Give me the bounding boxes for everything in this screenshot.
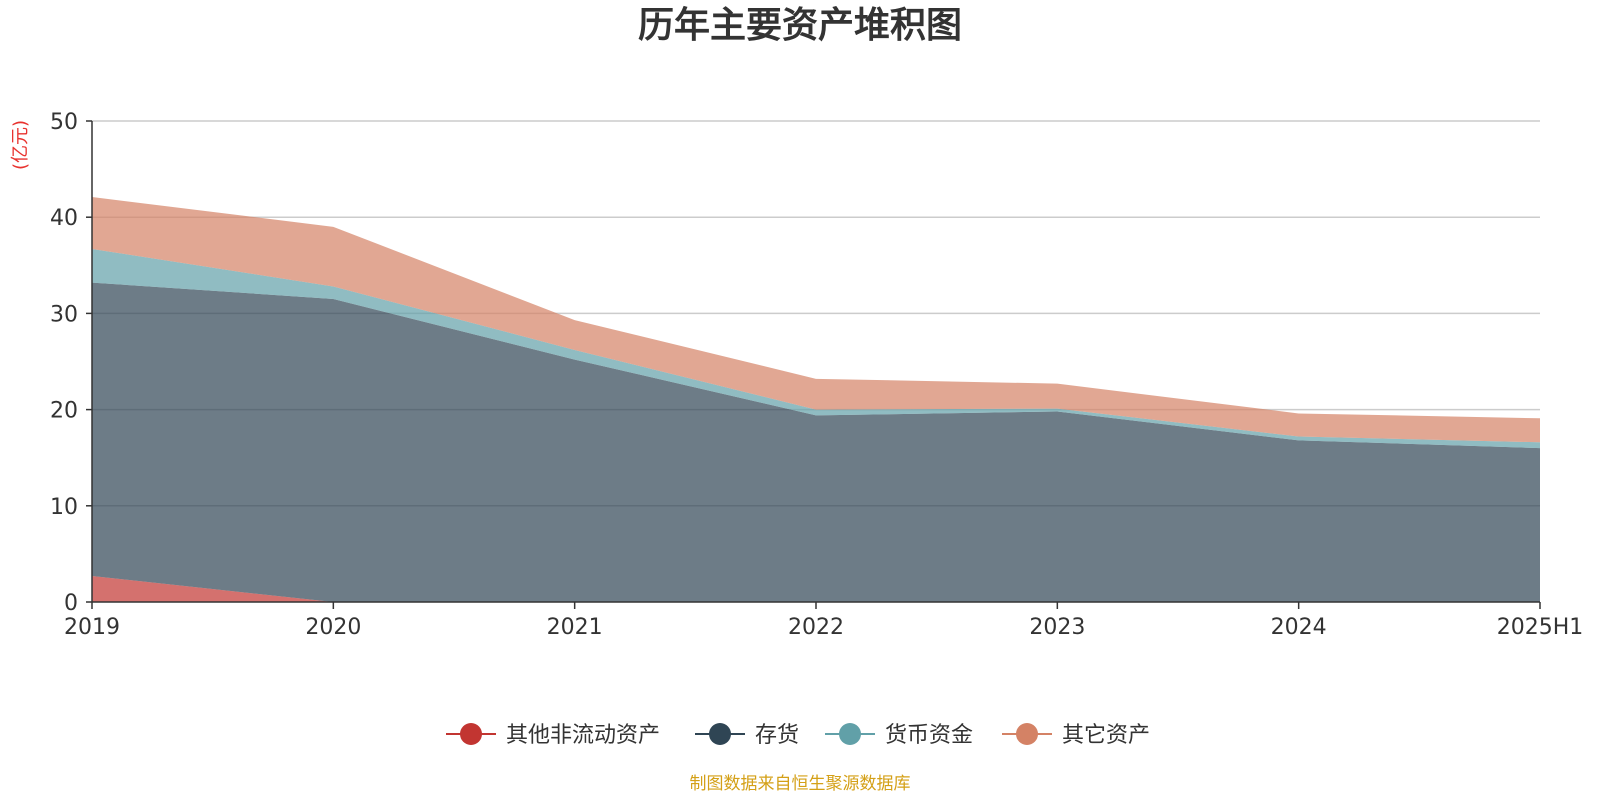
- data-source-note: 制图数据来自恒生聚源数据库: [690, 774, 911, 794]
- x-tick-label: 2025H1: [1497, 615, 1584, 640]
- y-tick-label: 40: [50, 206, 78, 231]
- legend-circle-marker: [709, 723, 731, 745]
- y-tick-label: 30: [50, 302, 78, 327]
- area-series-1: [92, 282, 1540, 602]
- x-tick-label: 2023: [1029, 615, 1085, 640]
- x-tick-label: 2019: [64, 615, 120, 640]
- legend-label: 存货: [755, 723, 799, 748]
- y-tick-label: 20: [50, 399, 78, 424]
- legend-item[interactable]: 存货: [695, 723, 799, 748]
- legend-item[interactable]: 货币资金: [825, 723, 973, 748]
- area-series-group: [92, 196, 1540, 602]
- area-series-0: [92, 576, 1540, 602]
- legend-item[interactable]: 其他非流动资产: [446, 723, 660, 748]
- x-tick-label: 2024: [1271, 615, 1327, 640]
- legend-label: 其它资产: [1062, 723, 1150, 748]
- legend-circle-marker: [1016, 723, 1038, 745]
- y-tick-label: 50: [50, 110, 78, 135]
- area-series-3: [92, 196, 1540, 443]
- y-axis-ticks: 0 10 20 30 40 50: [50, 110, 92, 616]
- chart-title: 历年主要资产堆积图: [638, 5, 962, 46]
- y-tick-label: 10: [50, 495, 78, 520]
- legend-label: 货币资金: [885, 723, 973, 748]
- legend-circle-marker: [460, 723, 482, 745]
- x-tick-label: 2022: [788, 615, 844, 640]
- x-tick-label: 2021: [547, 615, 603, 640]
- x-tick-label: 2020: [305, 615, 361, 640]
- x-axis-ticks: 2019 2020 2021 2022 2023 2024 2025H1: [64, 602, 1583, 640]
- legend-label: 其他非流动资产: [506, 723, 660, 748]
- y-axis-unit-label: (亿元): [10, 120, 31, 170]
- legend-item[interactable]: 其它资产: [1002, 723, 1150, 748]
- legend-circle-marker: [839, 723, 861, 745]
- legend: 其他非流动资产 存货 货币资金 其它资产: [446, 723, 1150, 748]
- y-tick-label: 0: [64, 591, 78, 616]
